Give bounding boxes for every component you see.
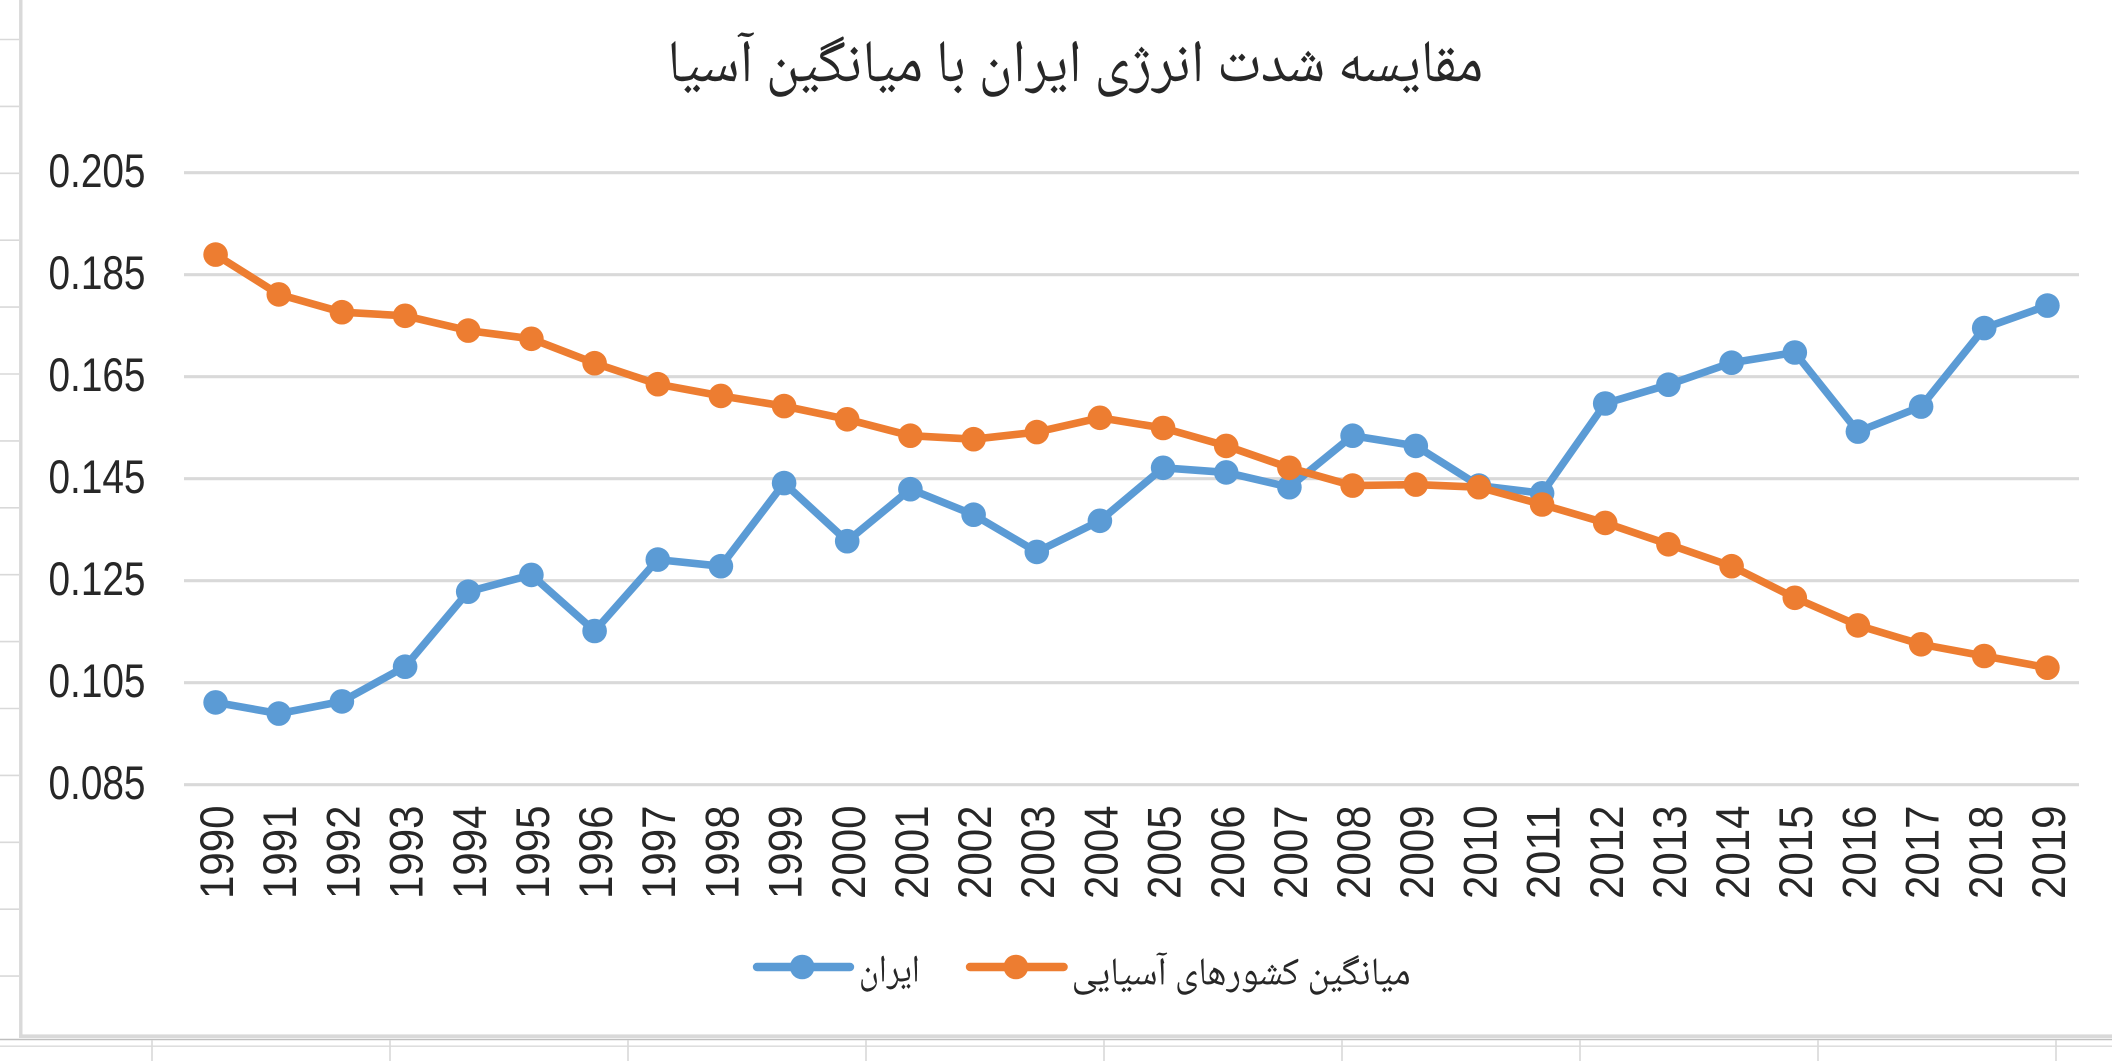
svg-text:2002: 2002 xyxy=(948,806,1001,900)
svg-text:1990: 1990 xyxy=(190,806,243,900)
svg-text:0.185: 0.185 xyxy=(49,246,146,299)
svg-text:1997: 1997 xyxy=(632,806,685,900)
svg-text:0.085: 0.085 xyxy=(49,756,146,809)
svg-text:1991: 1991 xyxy=(253,806,306,900)
svg-text:0.145: 0.145 xyxy=(49,450,146,503)
svg-text:2011: 2011 xyxy=(1517,806,1570,900)
svg-text:1999: 1999 xyxy=(759,806,812,900)
svg-text:2012: 2012 xyxy=(1580,806,1633,900)
svg-text:2016: 2016 xyxy=(1832,806,1885,900)
svg-text:2008: 2008 xyxy=(1327,806,1380,900)
svg-text:2013: 2013 xyxy=(1643,806,1696,900)
svg-text:0.105: 0.105 xyxy=(49,654,146,707)
svg-text:0.165: 0.165 xyxy=(49,348,146,401)
svg-text:1994: 1994 xyxy=(443,806,496,900)
svg-text:2009: 2009 xyxy=(1390,806,1443,900)
svg-text:2017: 2017 xyxy=(1896,806,1949,900)
svg-text:2001: 2001 xyxy=(885,806,938,900)
svg-text:1992: 1992 xyxy=(316,806,369,900)
svg-text:2004: 2004 xyxy=(1074,806,1127,900)
svg-text:0.205: 0.205 xyxy=(49,144,146,197)
svg-text:2003: 2003 xyxy=(1011,806,1064,900)
svg-text:2007: 2007 xyxy=(1264,806,1317,900)
svg-text:2019: 2019 xyxy=(2022,806,2075,900)
svg-text:2000: 2000 xyxy=(822,806,875,900)
svg-text:2005: 2005 xyxy=(1138,806,1191,900)
svg-text:1995: 1995 xyxy=(506,806,559,900)
svg-text:2018: 2018 xyxy=(1959,806,2012,900)
svg-text:2006: 2006 xyxy=(1201,806,1254,900)
svg-text:2015: 2015 xyxy=(1769,806,1822,900)
svg-text:2014: 2014 xyxy=(1706,806,1759,900)
svg-text:2010: 2010 xyxy=(1453,806,1506,900)
svg-text:1996: 1996 xyxy=(569,806,622,900)
svg-text:1993: 1993 xyxy=(380,806,433,900)
svg-text:0.125: 0.125 xyxy=(49,552,146,605)
svg-text:1998: 1998 xyxy=(695,806,748,900)
